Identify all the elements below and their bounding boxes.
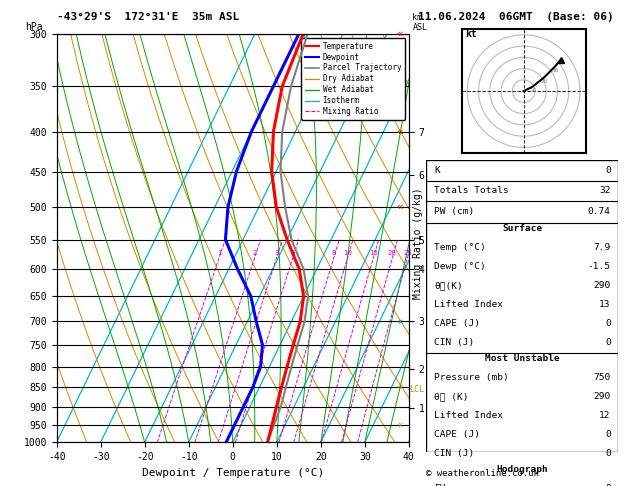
Text: hPa: hPa <box>25 22 43 32</box>
Text: 20: 20 <box>388 249 397 256</box>
Text: km
ASL: km ASL <box>413 13 427 32</box>
Text: CIN (J): CIN (J) <box>434 449 474 458</box>
Text: 3: 3 <box>274 249 279 256</box>
Text: Hodograph: Hodograph <box>496 465 548 474</box>
Text: 12: 12 <box>599 411 611 420</box>
Text: 0: 0 <box>605 338 611 347</box>
Text: 7.9: 7.9 <box>593 243 611 252</box>
Text: «: « <box>396 202 403 212</box>
Text: θᴄ (K): θᴄ (K) <box>434 392 469 401</box>
Text: 750: 750 <box>593 373 611 382</box>
Text: © weatheronline.co.uk: © weatheronline.co.uk <box>426 469 539 478</box>
Text: LCL: LCL <box>409 384 425 394</box>
Text: Temp (°C): Temp (°C) <box>434 243 486 252</box>
Text: 32: 32 <box>599 187 611 195</box>
Text: Pressure (mb): Pressure (mb) <box>434 373 509 382</box>
Text: 11.06.2024  06GMT  (Base: 06): 11.06.2024 06GMT (Base: 06) <box>418 12 614 22</box>
Text: CIN (J): CIN (J) <box>434 338 474 347</box>
X-axis label: Dewpoint / Temperature (°C): Dewpoint / Temperature (°C) <box>142 468 324 478</box>
Text: 0.74: 0.74 <box>587 207 611 216</box>
Text: Dewp (°C): Dewp (°C) <box>434 262 486 271</box>
Text: Surface: Surface <box>503 225 542 233</box>
Text: EH: EH <box>434 484 445 486</box>
Text: θᴄ(K): θᴄ(K) <box>434 281 463 290</box>
Text: «: « <box>396 420 403 430</box>
Text: 4: 4 <box>291 249 295 256</box>
Text: 0: 0 <box>605 166 611 175</box>
Legend: Temperature, Dewpoint, Parcel Trajectory, Dry Adiabat, Wet Adiabat, Isotherm, Mi: Temperature, Dewpoint, Parcel Trajectory… <box>301 38 405 120</box>
Text: CAPE (J): CAPE (J) <box>434 430 480 439</box>
Text: 0: 0 <box>605 319 611 328</box>
Text: Most Unstable: Most Unstable <box>485 354 560 363</box>
Text: 0: 0 <box>605 430 611 439</box>
Text: «: « <box>396 316 403 326</box>
Text: 10: 10 <box>343 249 352 256</box>
Text: 8: 8 <box>605 484 611 486</box>
Text: «: « <box>396 126 403 137</box>
Text: kt: kt <box>465 29 477 39</box>
Text: 20: 20 <box>540 79 548 84</box>
Text: 290: 290 <box>593 392 611 401</box>
Text: K: K <box>434 166 440 175</box>
Text: Lifted Index: Lifted Index <box>434 300 503 309</box>
Text: -43°29'S  172°31'E  35m ASL: -43°29'S 172°31'E 35m ASL <box>57 12 239 22</box>
Text: Lifted Index: Lifted Index <box>434 411 503 420</box>
Text: CAPE (J): CAPE (J) <box>434 319 480 328</box>
Text: 30: 30 <box>552 68 559 73</box>
Text: 290: 290 <box>593 281 611 290</box>
Text: Totals Totals: Totals Totals <box>434 187 509 195</box>
Text: PW (cm): PW (cm) <box>434 207 474 216</box>
Text: 15: 15 <box>369 249 378 256</box>
Text: Mixing Ratio (g/kg): Mixing Ratio (g/kg) <box>413 187 423 299</box>
Text: 10: 10 <box>529 88 537 93</box>
Text: 2: 2 <box>252 249 257 256</box>
Text: -1.5: -1.5 <box>587 262 611 271</box>
Text: «: « <box>396 29 403 39</box>
Text: «: « <box>396 382 403 392</box>
Text: 1: 1 <box>217 249 221 256</box>
Text: 8: 8 <box>331 249 336 256</box>
Text: 13: 13 <box>599 300 611 309</box>
Text: 0: 0 <box>605 449 611 458</box>
Text: 25: 25 <box>403 249 412 256</box>
